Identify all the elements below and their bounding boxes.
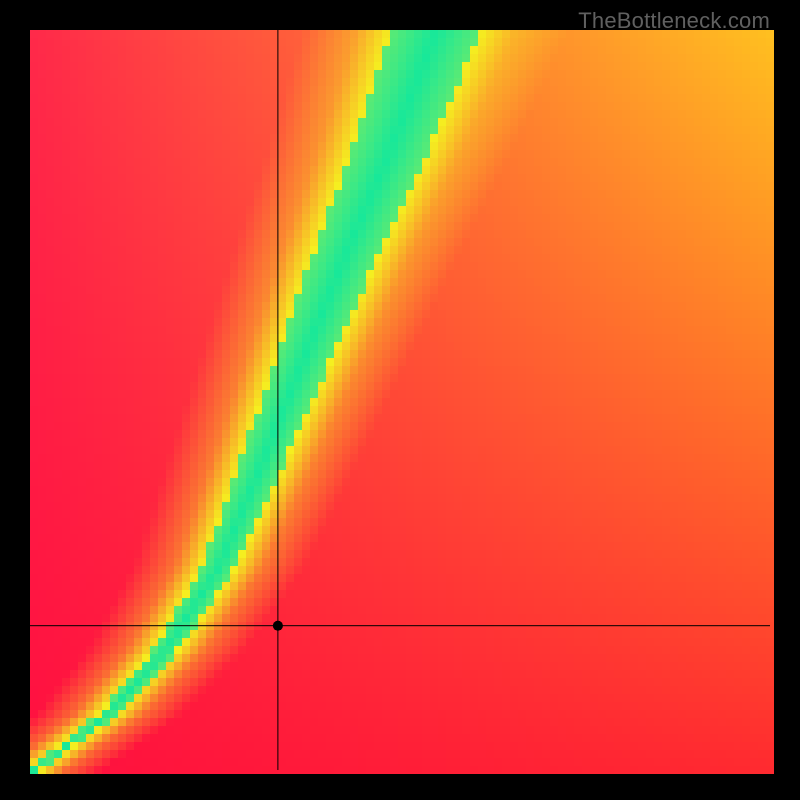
- watermark-text: TheBottleneck.com: [578, 8, 770, 34]
- root: TheBottleneck.com: [0, 0, 800, 800]
- heatmap-canvas: [0, 0, 800, 800]
